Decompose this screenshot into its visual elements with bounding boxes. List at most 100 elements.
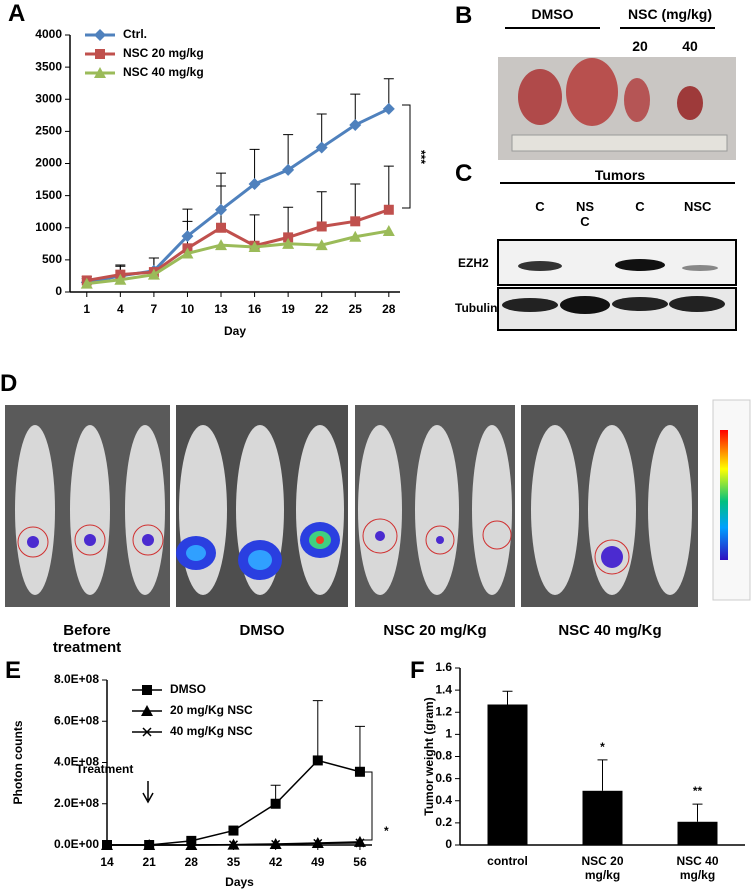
series-line xyxy=(86,107,390,284)
y-tick-label: 1.6 xyxy=(435,660,452,674)
tumor-photo xyxy=(498,27,736,160)
significance-bracket xyxy=(362,771,373,841)
legend-label: NSC 40 mg/kg xyxy=(123,65,204,79)
marker xyxy=(353,835,366,847)
y-tick-label: 1.2 xyxy=(435,704,452,718)
y-tick-label: 3000 xyxy=(35,91,62,105)
error-bar xyxy=(283,206,294,238)
marker xyxy=(102,840,112,850)
marker xyxy=(355,838,365,848)
group-label: NSC (mg/kg) xyxy=(628,6,712,22)
y-tick-label: 4000 xyxy=(35,27,62,41)
x-tick-label: 22 xyxy=(315,302,329,316)
marker xyxy=(382,102,395,115)
marker xyxy=(94,67,106,78)
marker xyxy=(141,705,153,716)
annotation: * xyxy=(600,740,605,754)
error-bar xyxy=(350,183,361,222)
marker xyxy=(186,840,196,850)
marker xyxy=(282,163,295,176)
marker xyxy=(283,232,294,243)
x-tick-label: 28 xyxy=(185,855,199,869)
y-tick-label: 500 xyxy=(42,252,62,266)
marker xyxy=(142,727,152,737)
dose-label: 40 xyxy=(682,38,698,54)
panel-letter: B xyxy=(455,2,473,29)
significance-bracket xyxy=(402,104,411,209)
panel-letter: E xyxy=(5,657,22,684)
bar xyxy=(487,704,528,845)
marker xyxy=(354,766,365,777)
x-axis-label: Days xyxy=(225,875,254,889)
y-tick-label: 1 xyxy=(445,727,452,741)
series-line xyxy=(86,229,390,286)
marker xyxy=(215,239,228,251)
series-line xyxy=(86,208,390,282)
x-tick-label: 10 xyxy=(181,302,195,316)
y-tick-label: 0 xyxy=(445,837,452,851)
x-tick-label: 25 xyxy=(349,302,363,316)
error-bar xyxy=(249,214,260,246)
row-label: Tubulin xyxy=(455,301,498,315)
marker xyxy=(228,840,239,850)
group-label: NSC 40 mg/Kg xyxy=(558,622,662,639)
legend-label: 20 mg/Kg NSC xyxy=(170,703,253,717)
marker xyxy=(313,838,323,848)
x-tick-label: 16 xyxy=(248,302,262,316)
y-tick-label: 0.0E+00 xyxy=(54,837,99,851)
marker xyxy=(349,230,362,242)
lane-label: C xyxy=(635,199,645,214)
lane-label: NS C xyxy=(575,199,595,229)
legend-label: NSC 20 mg/kg xyxy=(123,46,204,60)
marker xyxy=(270,798,281,809)
marker xyxy=(282,237,295,249)
error-bar xyxy=(316,191,327,227)
x-axis-label: Day xyxy=(224,324,246,338)
y-axis-label: Photon counts xyxy=(11,720,25,804)
y-tick-label: 0 xyxy=(55,284,62,298)
panel-letter: C xyxy=(455,160,473,187)
error-bar xyxy=(312,700,323,761)
x-tick-label: control xyxy=(487,854,528,868)
y-axis-label: Tumor weight (gram) xyxy=(422,697,436,815)
x-tick-label: 4 xyxy=(117,302,124,316)
legend-label: 40 mg/Kg NSC xyxy=(170,724,253,738)
y-tick-label: 2.0E+08 xyxy=(54,796,99,810)
x-tick-label: 42 xyxy=(269,855,283,869)
panel-letter: F xyxy=(410,657,425,684)
lane-label: C xyxy=(535,199,545,214)
marker xyxy=(144,840,154,850)
y-tick-label: 1500 xyxy=(35,188,62,202)
marker xyxy=(316,221,327,232)
y-tick-label: 8.0E+08 xyxy=(54,672,99,686)
legend-label: DMSO xyxy=(170,682,206,696)
marker xyxy=(315,141,328,154)
bar xyxy=(677,821,718,845)
y-tick-label: 0.4 xyxy=(435,793,452,807)
bioluminescence-images xyxy=(5,399,751,607)
marker xyxy=(312,755,323,766)
x-tick-label: NSC 40 mg/kg xyxy=(676,854,719,882)
y-tick-label: 6.0E+08 xyxy=(54,713,99,727)
marker xyxy=(248,241,261,253)
y-tick-label: 1000 xyxy=(35,220,62,234)
x-tick-label: 7 xyxy=(151,302,158,316)
annotation: * xyxy=(384,824,389,838)
group-label: Before treatment xyxy=(52,622,122,657)
marker xyxy=(216,222,227,233)
error-bar xyxy=(692,803,703,822)
marker xyxy=(114,273,127,285)
panel-letter: A xyxy=(8,0,26,27)
marker xyxy=(228,825,239,836)
dose-label: 20 xyxy=(632,38,648,54)
bar xyxy=(582,790,623,845)
annotation: Treatment xyxy=(76,762,133,776)
marker xyxy=(147,268,160,280)
y-tick-label: 0.8 xyxy=(435,749,452,763)
y-tick-label: 0.2 xyxy=(435,815,452,829)
marker xyxy=(80,277,93,289)
marker xyxy=(383,204,394,215)
marker xyxy=(271,839,281,849)
treatment-arrow xyxy=(142,781,154,804)
